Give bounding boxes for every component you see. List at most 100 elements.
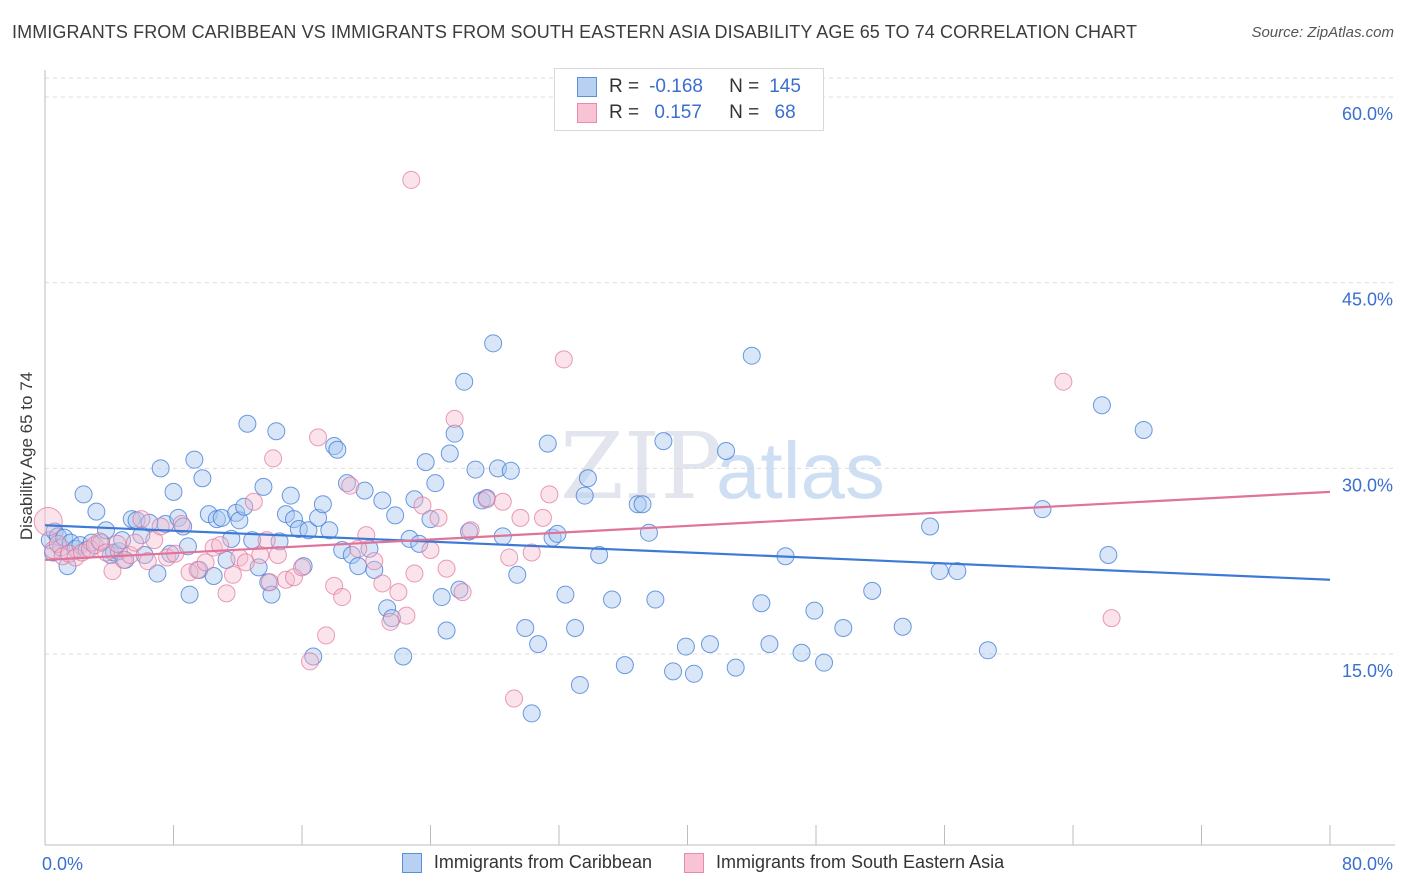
data-point-caribbean bbox=[437, 621, 456, 640]
data-point-caribbean bbox=[355, 481, 374, 500]
tick-labels: 15.0% 30.0% 45.0% 60.0% 0.0% 80.0% bbox=[42, 104, 1393, 874]
data-point-caribbean bbox=[97, 521, 116, 540]
data-point-caribbean bbox=[466, 460, 485, 479]
data-point-sea bbox=[217, 584, 236, 603]
legend-row-sea: R = 0.157 N = 68 bbox=[577, 101, 796, 125]
data-point-caribbean bbox=[863, 581, 882, 600]
data-point-sea bbox=[554, 350, 573, 369]
data-point-caribbean bbox=[378, 599, 397, 618]
trend-line-sea bbox=[44, 490, 1331, 562]
data-point-caribbean bbox=[1134, 420, 1153, 439]
data-point-sea bbox=[341, 476, 360, 495]
data-point-caribbean bbox=[299, 521, 318, 540]
axes bbox=[44, 70, 1395, 846]
data-point-caribbean bbox=[603, 590, 622, 609]
data-point-caribbean bbox=[700, 635, 719, 654]
data-point-sea bbox=[1054, 372, 1073, 391]
legend-swatch-pink bbox=[577, 103, 597, 123]
data-point-sea bbox=[260, 573, 279, 592]
data-point-caribbean bbox=[575, 486, 594, 505]
data-point-caribbean bbox=[646, 590, 665, 609]
data-point-sea bbox=[1102, 609, 1121, 628]
data-point-sea bbox=[365, 552, 384, 571]
y-tick-label: 45.0% bbox=[1342, 290, 1393, 310]
legend-n-label: N = bbox=[729, 102, 760, 123]
data-point-caribbean bbox=[717, 442, 736, 461]
data-point-caribbean bbox=[235, 497, 254, 516]
data-point-caribbean bbox=[212, 508, 231, 527]
data-point-caribbean bbox=[333, 541, 352, 560]
data-point-sea bbox=[397, 606, 416, 625]
data-point-caribbean bbox=[522, 704, 541, 723]
y-tick-label: 15.0% bbox=[1342, 661, 1393, 681]
data-point-caribbean bbox=[654, 432, 673, 451]
data-point-sea bbox=[251, 545, 270, 564]
series-legend: Immigrants from Caribbean Immigrants fro… bbox=[0, 852, 1406, 873]
data-point-sea bbox=[103, 562, 122, 581]
correlation-legend: R = -0.168 N = 145 R = 0.157 N = 68 bbox=[554, 68, 824, 131]
data-point-sea bbox=[211, 536, 230, 555]
data-point-sea bbox=[511, 508, 530, 527]
data-point-caribbean bbox=[570, 675, 589, 694]
data-point-caribbean bbox=[1092, 396, 1111, 415]
legend-r-label: R = bbox=[609, 102, 640, 123]
data-point-caribbean bbox=[948, 562, 967, 581]
data-point-caribbean bbox=[978, 641, 997, 660]
data-point-caribbean bbox=[752, 594, 771, 613]
data-point-caribbean bbox=[445, 424, 464, 443]
data-point-caribbean bbox=[74, 485, 93, 504]
data-point-sea bbox=[445, 409, 464, 428]
legend-n-label: N = bbox=[729, 76, 760, 97]
data-point-sea bbox=[132, 510, 151, 529]
data-point-caribbean bbox=[556, 585, 575, 604]
y-axis-label: Disability Age 65 to 74 bbox=[17, 371, 36, 541]
data-point-sea bbox=[505, 689, 524, 708]
data-point-caribbean bbox=[349, 557, 368, 576]
data-point-sea bbox=[453, 583, 472, 602]
data-point-caribbean bbox=[328, 440, 347, 459]
data-point-sea bbox=[125, 533, 144, 552]
data-point-sea bbox=[268, 545, 287, 564]
data-point-sea bbox=[317, 626, 336, 645]
data-point-sea bbox=[90, 532, 109, 551]
y-tick-label: 30.0% bbox=[1342, 475, 1393, 495]
data-point-caribbean bbox=[400, 529, 419, 548]
data-point-caribbean bbox=[516, 619, 535, 638]
data-point-sea bbox=[405, 564, 424, 583]
data-point-caribbean bbox=[148, 564, 167, 583]
data-point-caribbean bbox=[164, 482, 183, 501]
data-point-caribbean bbox=[893, 617, 912, 636]
data-point-caribbean bbox=[204, 567, 223, 586]
legend-swatch-blue bbox=[577, 77, 597, 97]
data-point-caribbean bbox=[193, 469, 212, 488]
data-point-caribbean bbox=[726, 658, 745, 677]
data-point-caribbean bbox=[180, 585, 199, 604]
data-point-caribbean bbox=[254, 477, 273, 496]
data-point-sea bbox=[151, 517, 170, 536]
data-point-caribbean bbox=[742, 346, 761, 365]
data-point-caribbean bbox=[222, 529, 241, 548]
data-point-sea bbox=[223, 565, 242, 584]
data-point-sea bbox=[333, 588, 352, 607]
data-point-caribbean bbox=[538, 434, 557, 453]
data-point-sea bbox=[196, 553, 215, 572]
data-point-caribbean bbox=[238, 414, 257, 433]
data-point-caribbean bbox=[416, 453, 435, 472]
legend-row-caribbean: R = -0.168 N = 145 bbox=[577, 75, 801, 99]
data-point-sea bbox=[244, 492, 263, 511]
chart-source: Source: ZipAtlas.com bbox=[1251, 24, 1394, 41]
data-point-sea bbox=[236, 553, 255, 572]
data-point-sea bbox=[293, 558, 311, 577]
data-point-caribbean bbox=[676, 637, 695, 656]
data-point-caribbean bbox=[313, 495, 332, 514]
data-point-caribbean bbox=[484, 334, 503, 353]
y-tick-label: 60.0% bbox=[1342, 104, 1393, 124]
legend-swatch-pink bbox=[683, 852, 704, 873]
data-point-sea bbox=[138, 552, 157, 571]
data-point-caribbean bbox=[386, 506, 405, 525]
data-point-caribbean bbox=[1099, 545, 1118, 564]
data-point-caribbean bbox=[684, 664, 703, 683]
data-point-sea bbox=[264, 449, 283, 468]
data-point-caribbean bbox=[566, 619, 585, 638]
